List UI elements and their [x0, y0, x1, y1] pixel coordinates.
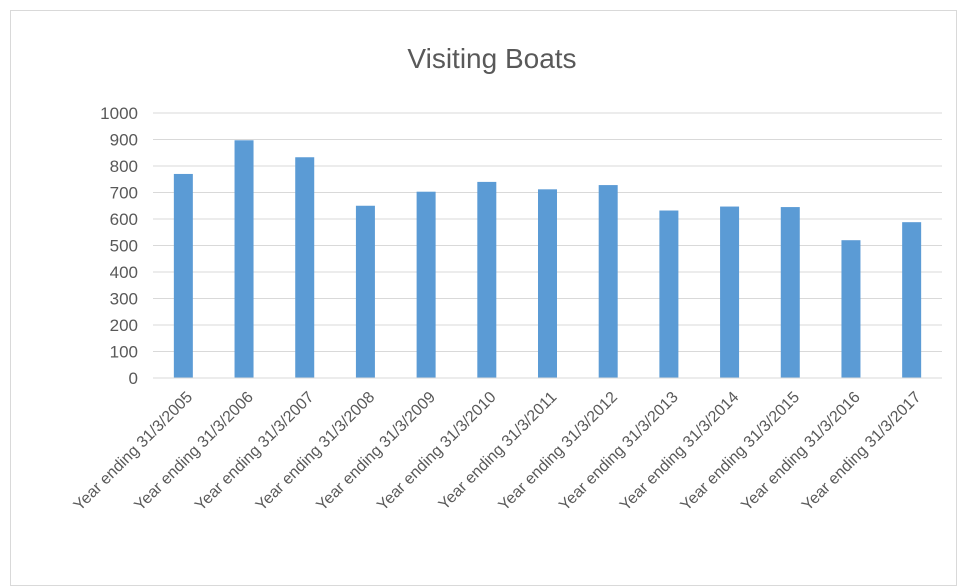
- bar: [295, 157, 314, 378]
- y-tick-label: 200: [110, 316, 138, 335]
- y-tick-label: 100: [110, 343, 138, 362]
- bar: [477, 182, 496, 378]
- bar: [174, 174, 193, 378]
- bar: [902, 222, 921, 378]
- bars: [174, 140, 921, 378]
- x-category-label: Year ending 31/3/2015: [678, 389, 804, 515]
- y-tick-label: 900: [110, 131, 138, 150]
- bar: [659, 211, 678, 378]
- y-tick-label: 400: [110, 263, 138, 282]
- y-axis-ticks: 0 100 200 300 400 500 600 700 800 900 1000: [100, 104, 138, 388]
- x-category-label: Year ending 31/3/2008: [253, 389, 379, 515]
- bar: [538, 189, 557, 378]
- x-category-label: Year ending 31/3/2013: [556, 389, 682, 515]
- x-category-label: Year ending 31/3/2016: [738, 389, 864, 515]
- x-category-label: Year ending 31/3/2009: [313, 389, 439, 515]
- x-category-label: Year ending 31/3/2014: [617, 389, 743, 515]
- y-tick-label: 600: [110, 210, 138, 229]
- bar: [235, 140, 254, 378]
- y-tick-label: 300: [110, 290, 138, 309]
- y-tick-label: 1000: [100, 104, 138, 123]
- bar: [417, 192, 436, 378]
- x-category-label: Year ending 31/3/2005: [71, 389, 197, 515]
- x-category-label: Year ending 31/3/2010: [374, 389, 500, 515]
- x-category-label: Year ending 31/3/2012: [496, 389, 622, 515]
- bar: [356, 206, 375, 378]
- x-category-label: Year ending 31/3/2006: [131, 389, 257, 515]
- x-category-label: Year ending 31/3/2017: [799, 389, 925, 515]
- y-tick-label: 700: [110, 184, 138, 203]
- y-tick-label: 800: [110, 157, 138, 176]
- y-tick-label: 500: [110, 237, 138, 256]
- bar: [781, 207, 800, 378]
- y-tick-label: 0: [129, 369, 138, 388]
- chart-title: Visiting Boats: [407, 43, 576, 74]
- x-category-label: Year ending 31/3/2007: [192, 389, 318, 515]
- bar: [720, 207, 739, 378]
- bar: [841, 240, 860, 378]
- x-category-label: Year ending 31/3/2011: [436, 389, 561, 514]
- bar: [599, 185, 618, 378]
